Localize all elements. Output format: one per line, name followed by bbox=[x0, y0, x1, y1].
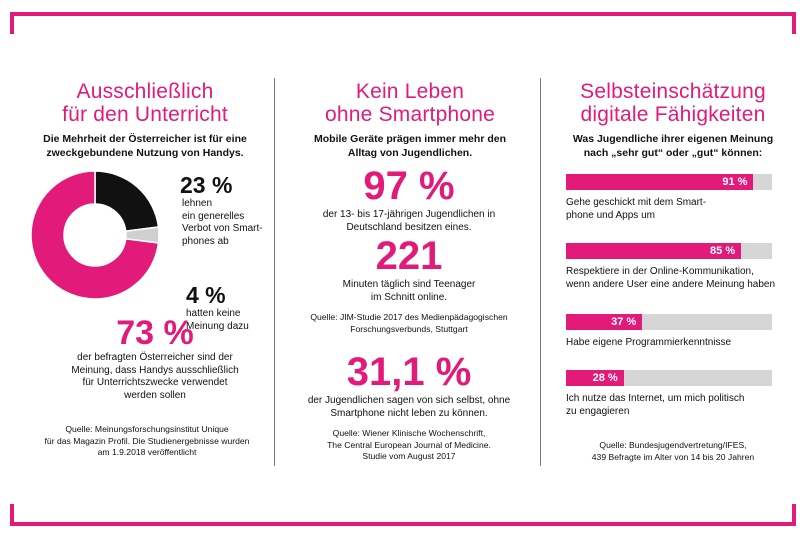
bar-row: 37 % Habe eigene Programmierkenntnisse bbox=[566, 314, 776, 349]
stat-97-description: der 13- bis 17-jährigen Jugendlichen in … bbox=[322, 209, 496, 233]
col3-source: Quelle: Bundesjugendvertretung/IFES, 439… bbox=[591, 440, 755, 462]
stat-23-description: lehnen ein generelles Verbot von Smart- … bbox=[182, 198, 263, 247]
col1-source: Quelle: Meinungsforschungsinstitut Uniqu… bbox=[44, 424, 250, 457]
col1-title-line2: für den Unterricht bbox=[62, 103, 228, 126]
col1-title: Ausschließlich für den Unterricht bbox=[20, 80, 270, 126]
column-divider-left bbox=[274, 78, 275, 466]
frame-top-right-tick bbox=[792, 12, 796, 34]
col1-title-line1: Ausschließlich bbox=[76, 80, 214, 103]
col2-subtitle: Mobile Geräte prägen immer mehr den Allt… bbox=[314, 133, 506, 159]
stat-31-description: der Jugendlichen sagen von sich selbst, … bbox=[307, 395, 511, 419]
column-handy-verbot: Ausschließlich für den Unterricht Die Me… bbox=[20, 80, 270, 160]
frame-bottom-right-tick bbox=[792, 504, 796, 526]
frame-top-line bbox=[10, 12, 796, 16]
column-faehigkeiten: Selbsteinschätzung digitale Fähigkeiten … bbox=[548, 80, 798, 160]
stat-73-number: 73 % bbox=[116, 314, 194, 352]
bar-row: 91 % Gehe geschickt mit dem Smart- phone … bbox=[566, 174, 776, 222]
stat-221-number: 221 bbox=[375, 234, 443, 278]
frame-bottom-left-tick bbox=[10, 504, 14, 526]
stat-221-minutes: 221 Minuten täglich sind Teenager im Sch… bbox=[282, 234, 536, 304]
col2-title-line2: ohne Smartphone bbox=[325, 103, 495, 126]
col3-title-line1: Selbsteinschätzung bbox=[580, 80, 766, 103]
bar-row: 85 % Respektiere in der Online-Kommunikat… bbox=[566, 243, 776, 291]
bar-value-label: 91 % bbox=[722, 176, 748, 188]
bar-fill bbox=[566, 314, 643, 330]
col3-title-line2: digitale Fähigkeiten bbox=[580, 103, 766, 126]
stat-31-number: 31,1 % bbox=[346, 350, 472, 394]
stat-97-number: 97 % bbox=[363, 164, 455, 208]
stat-4-number: 4 % bbox=[186, 282, 226, 308]
stat-73-description: der befragten Österreicher sind der Mein… bbox=[71, 352, 239, 401]
bar-category-label: Ich nutze das Internet, um mich politisc… bbox=[566, 393, 745, 417]
stat-97-percent: 97 % der 13- bis 17-jährigen Jugendliche… bbox=[282, 164, 536, 234]
col2-title-line1: Kein Leben bbox=[355, 80, 465, 103]
bar-track: 91 % bbox=[566, 174, 772, 190]
col1-subtitle: Die Mehrheit der Österreicher ist für ei… bbox=[43, 133, 247, 159]
frame-bottom-line bbox=[10, 522, 796, 526]
bar-track: 28 % bbox=[566, 370, 772, 386]
stat-4-description: hatten keine Meinung dazu bbox=[186, 308, 249, 332]
col2-source-jim: Quelle: JIM-Studie 2017 des Medienpädago… bbox=[310, 312, 508, 334]
bar-track: 37 % bbox=[566, 314, 772, 330]
column-divider-right bbox=[540, 78, 541, 466]
bar-fill bbox=[566, 243, 742, 259]
stat-73-percent: 73 % der befragten Österreicher sind der… bbox=[40, 314, 270, 402]
donut-slice-73 bbox=[30, 170, 160, 300]
stat-31-percent: 31,1 % der Jugendlichen sagen von sich s… bbox=[282, 350, 536, 420]
stat-23-number: 23 % bbox=[180, 172, 233, 198]
bar-track: 85 % bbox=[566, 243, 772, 259]
stat-4-percent: 4 % hatten keine Meinung dazu bbox=[186, 282, 249, 333]
col3-title: Selbsteinschätzung digitale Fähigkeiten bbox=[548, 80, 798, 126]
bar-value-label: 85 % bbox=[710, 245, 736, 257]
bar-fill bbox=[566, 370, 624, 386]
donut-chart bbox=[30, 170, 160, 300]
bar-value-label: 37 % bbox=[611, 316, 637, 328]
col2-source-wiener: Quelle: Wiener Klinische Wochenschrift, … bbox=[327, 428, 491, 461]
stat-221-description: Minuten täglich sind Teenager im Schnitt… bbox=[342, 279, 476, 303]
bar-category-label: Habe eigene Programmierkenntnisse bbox=[566, 337, 732, 348]
bar-row: 28 % Ich nutze das Internet, um mich poli… bbox=[566, 370, 776, 418]
col3-subtitle: Was Jugendliche ihrer eigenen Meinung na… bbox=[572, 133, 774, 159]
bar-category-label: Respektiere in der Online-Kommunikation,… bbox=[566, 266, 776, 290]
bar-category-label: Gehe geschickt mit dem Smart- phone und … bbox=[566, 197, 707, 221]
frame-top-left-tick bbox=[10, 12, 14, 34]
bar-fill bbox=[566, 174, 754, 190]
col2-title: Kein Leben ohne Smartphone bbox=[284, 80, 536, 126]
donut-slice-23 bbox=[94, 170, 160, 232]
bar-value-label: 28 % bbox=[592, 372, 618, 384]
stat-23-percent: 23 % lehnen ein generelles Verbot von Sm… bbox=[180, 172, 263, 248]
column-smartphone: Kein Leben ohne Smartphone Mobile Geräte… bbox=[284, 80, 536, 160]
